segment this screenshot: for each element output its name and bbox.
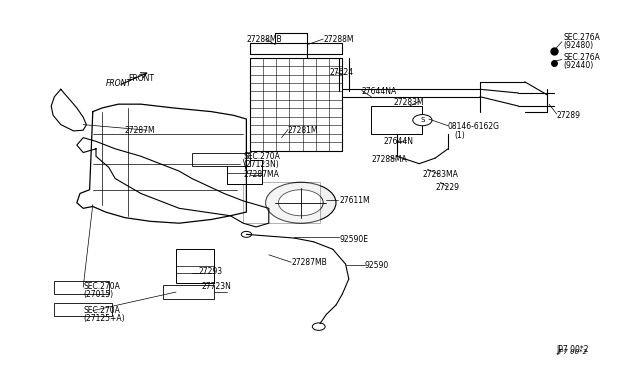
Text: 27287M: 27287M (125, 126, 156, 135)
Text: FRONT: FRONT (106, 79, 132, 88)
Circle shape (266, 182, 336, 223)
Bar (250, 58, 342, 151)
Text: (1): (1) (454, 131, 465, 140)
Text: (27125+A): (27125+A) (83, 314, 125, 323)
Text: 08146-6162G: 08146-6162G (448, 122, 500, 131)
Bar (176, 249, 214, 283)
Text: 27289: 27289 (557, 111, 581, 120)
Text: S: S (420, 117, 424, 123)
Bar (54, 281, 109, 294)
Circle shape (312, 323, 325, 330)
Text: (92440): (92440) (563, 61, 593, 70)
Bar (371, 106, 422, 134)
Text: (92480): (92480) (563, 41, 593, 50)
Text: (27123N): (27123N) (243, 160, 279, 169)
Text: 27229: 27229 (435, 183, 460, 192)
Text: 27283MA: 27283MA (422, 170, 458, 179)
Text: 27644NA: 27644NA (362, 87, 397, 96)
Text: FRONT: FRONT (128, 74, 154, 83)
Text: 27287MA: 27287MA (243, 170, 279, 179)
Text: 27281M: 27281M (288, 126, 319, 135)
Text: (27015): (27015) (83, 290, 113, 299)
Text: 27283M: 27283M (394, 98, 424, 107)
Bar (163, 285, 214, 299)
Text: 27288MB: 27288MB (246, 35, 282, 44)
Circle shape (413, 115, 432, 126)
Circle shape (241, 231, 252, 237)
Circle shape (278, 190, 323, 216)
Text: 27293: 27293 (198, 267, 223, 276)
Text: JP7 00*2: JP7 00*2 (557, 349, 587, 355)
Text: SEC.270A: SEC.270A (243, 152, 280, 161)
Text: JP7 00*2: JP7 00*2 (557, 345, 589, 354)
Text: 27288MA: 27288MA (371, 155, 407, 164)
Text: SEC.276A: SEC.276A (563, 33, 600, 42)
Bar (227, 160, 262, 184)
Text: 27723N: 27723N (202, 282, 232, 291)
Text: 27287MB: 27287MB (291, 258, 327, 267)
Text: 27624: 27624 (330, 68, 354, 77)
Bar (54, 303, 112, 316)
Text: 92590E: 92590E (339, 235, 368, 244)
Bar (243, 182, 320, 223)
Text: SEC.276A: SEC.276A (563, 53, 600, 62)
Text: 92590: 92590 (365, 262, 389, 270)
Bar (192, 153, 250, 166)
Text: SEC.270A: SEC.270A (83, 282, 120, 291)
Text: 27644N: 27644N (384, 137, 414, 146)
Text: SEC.270A: SEC.270A (83, 306, 120, 315)
Text: 27611M: 27611M (339, 196, 370, 205)
Text: 27288M: 27288M (323, 35, 354, 44)
